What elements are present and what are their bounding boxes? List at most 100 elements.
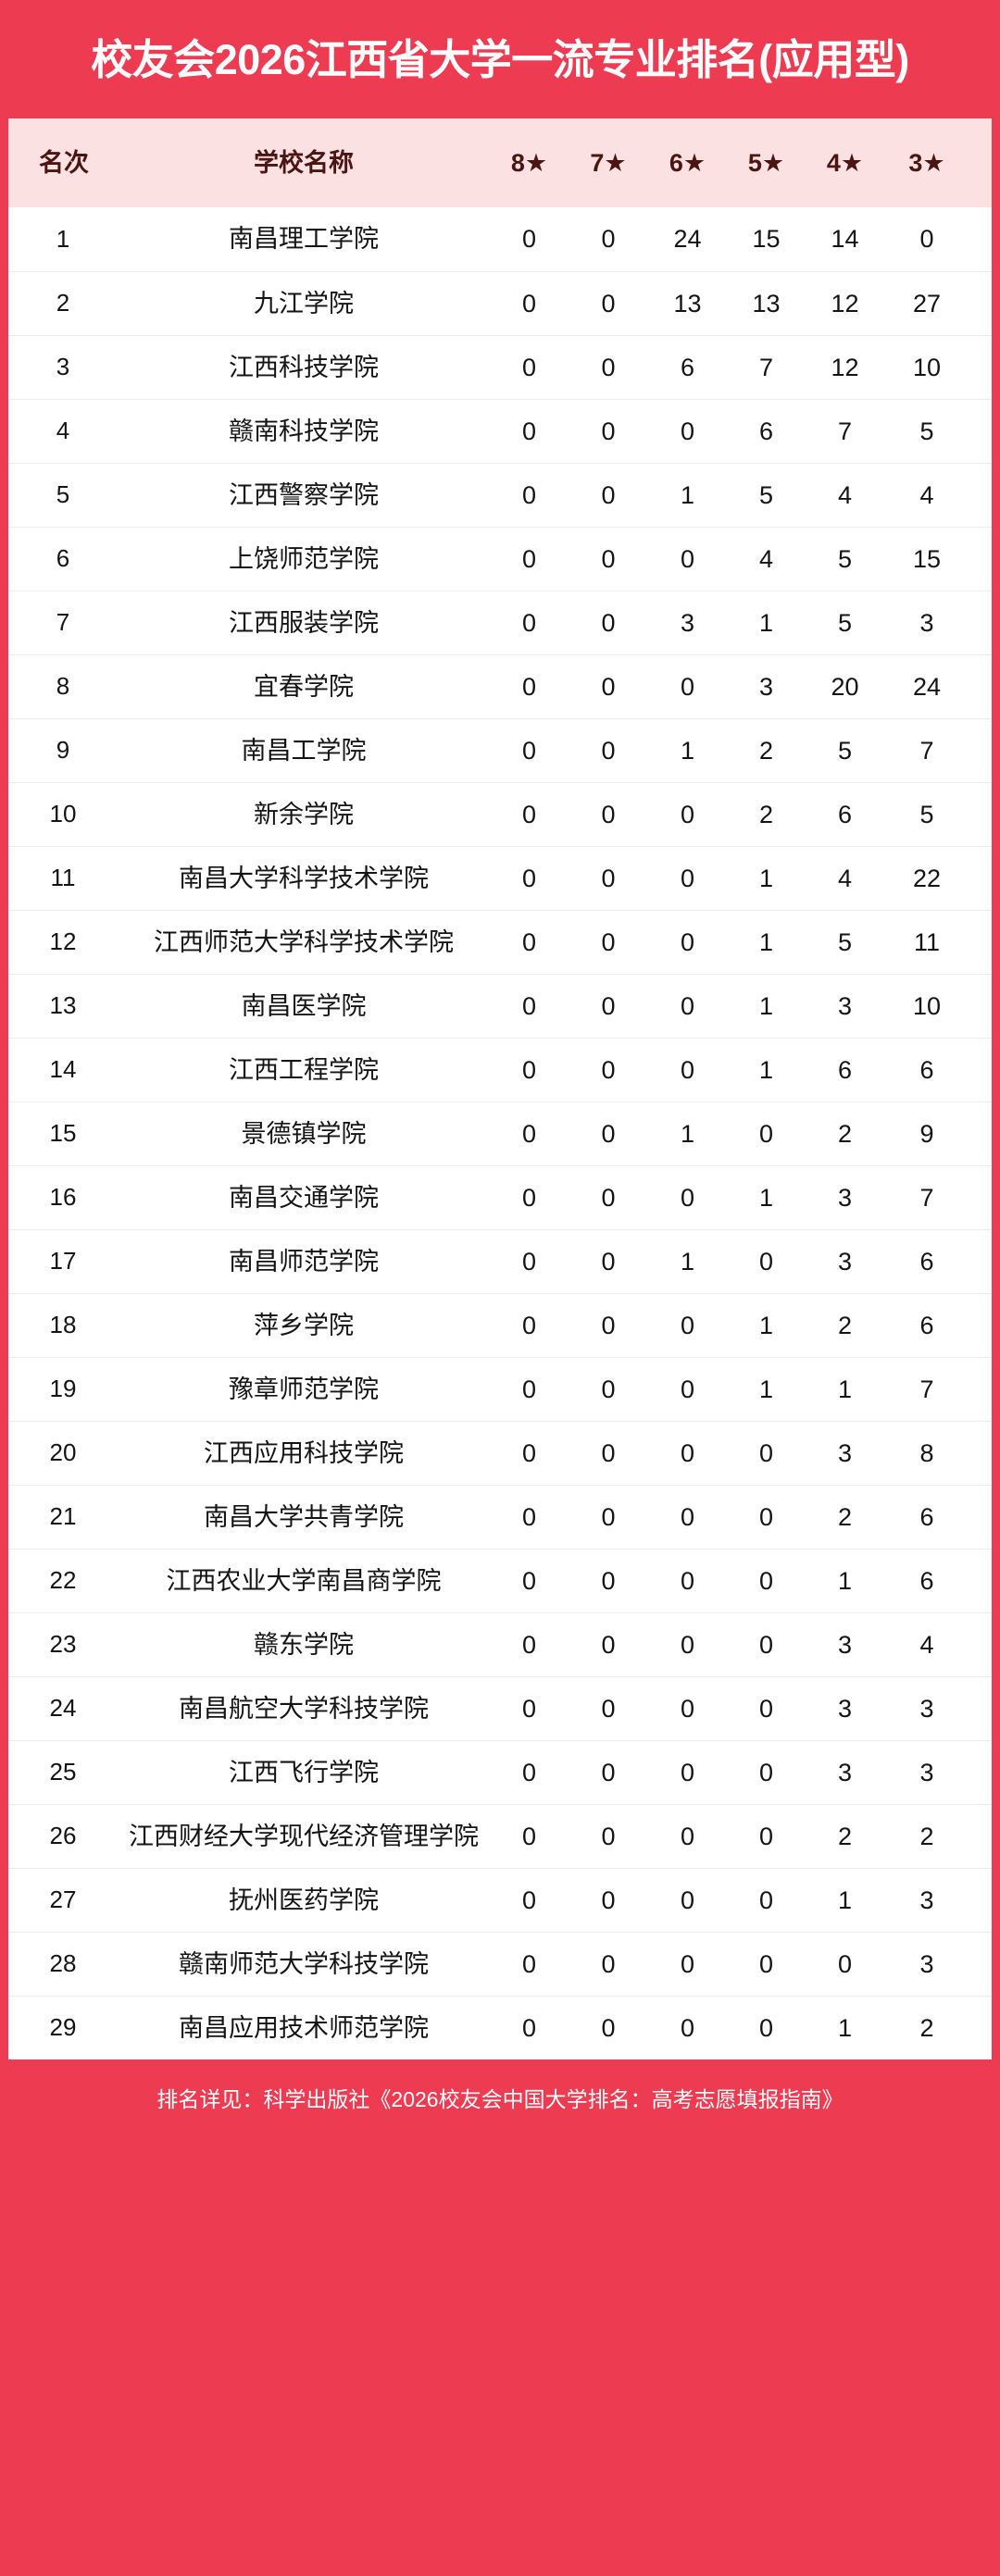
cell-s5: 1: [758, 927, 774, 956]
ranking-table: 名次 学校名称 8★ 7★ 6★ 5★ 4★ 3★ 1 南昌理工学院 0 0 24 15 1…: [8, 118, 992, 2060]
cell-s4: 12: [831, 289, 859, 317]
cell-s6: 0: [680, 1566, 695, 1595]
cell-rank: 27: [49, 1885, 77, 1914]
cell-s6: 1: [680, 480, 695, 509]
cell-name: 赣东学院: [254, 1630, 354, 1659]
cell-rank: 8: [56, 672, 70, 701]
cell-s4: 4: [837, 480, 853, 509]
cell-name: 九江学院: [254, 289, 354, 317]
column-header-6star: 6★: [669, 148, 706, 177]
cell-s6: 0: [680, 1822, 695, 1850]
cell-s7: 0: [601, 1885, 616, 1914]
cell-s3: 22: [912, 864, 942, 892]
cell-s8: 0: [521, 608, 537, 637]
cell-s3: 6: [919, 1055, 934, 1084]
table-row: 21 南昌大学共青学院 0 0 0 0 2 6: [8, 1485, 992, 1549]
cell-s7: 0: [601, 608, 616, 637]
cell-s8: 0: [521, 1822, 537, 1850]
cell-name: 江西农业大学南昌商学院: [166, 1566, 442, 1595]
cell-s7: 0: [601, 544, 616, 573]
cell-s3: 10: [912, 353, 942, 381]
cell-s3: 6: [919, 1311, 934, 1339]
cell-s3: 5: [919, 800, 934, 828]
cell-rank: 17: [49, 1247, 77, 1276]
cell-s8: 0: [521, 672, 537, 701]
table-row: 3 江西科技学院 0 0 6 7 12 10: [8, 335, 992, 399]
cell-s6: 0: [680, 1375, 695, 1403]
cell-s8: 0: [521, 1630, 537, 1659]
cell-name: 赣南师范大学科技学院: [179, 1949, 429, 1978]
table-row: 23 赣东学院 0 0 0 0 3 4: [8, 1612, 992, 1676]
cell-s4: 3: [837, 1758, 853, 1786]
cell-s3: 3: [919, 608, 934, 637]
table-row: 17 南昌师范学院 0 0 1 0 3 6: [8, 1229, 992, 1293]
cell-s6: 0: [680, 1630, 695, 1659]
cell-s3: 3: [919, 1694, 934, 1723]
cell-s4: 4: [837, 864, 853, 892]
cell-s6: 0: [680, 2013, 695, 2042]
table-row: 7 江西服装学院 0 0 3 1 5 3: [8, 591, 992, 654]
cell-s7: 0: [601, 1183, 616, 1212]
cell-name: 江西服装学院: [229, 608, 379, 637]
cell-s6: 0: [680, 1311, 695, 1339]
cell-s6: 0: [680, 800, 695, 828]
cell-s5: 15: [752, 225, 781, 254]
table-row: 9 南昌工学院 0 0 1 2 5 7: [8, 718, 992, 782]
cell-s6: 1: [680, 736, 695, 765]
cell-rank: 3: [56, 353, 70, 381]
cell-s5: 1: [758, 608, 774, 637]
cell-s5: 0: [758, 1247, 774, 1276]
cell-s6: 0: [680, 417, 695, 445]
table-body: 1 南昌理工学院 0 0 24 15 14 0 2 九江学院 0 0 13 13 12 27 3 江西科技学院 0 0…: [8, 207, 992, 2060]
cell-name: 南昌交通学院: [229, 1183, 379, 1212]
cell-s5: 0: [758, 2013, 774, 2042]
cell-s7: 0: [601, 800, 616, 828]
cell-s5: 6: [758, 417, 774, 445]
cell-s7: 0: [601, 927, 616, 956]
cell-name: 江西飞行学院: [229, 1758, 379, 1786]
cell-rank: 22: [49, 1566, 77, 1595]
cell-s4: 2: [837, 1119, 853, 1148]
cell-s7: 0: [601, 1758, 616, 1786]
table-row: 19 豫章师范学院 0 0 0 1 1 7: [8, 1357, 992, 1421]
cell-s8: 0: [521, 1247, 537, 1276]
cell-s5: 0: [758, 1694, 774, 1723]
cell-s3: 6: [919, 1502, 934, 1531]
cell-s8: 0: [521, 1949, 537, 1978]
cell-s5: 0: [758, 1949, 774, 1978]
cell-s5: 0: [758, 1502, 774, 1531]
cell-s6: 6: [680, 353, 695, 381]
cell-rank: 20: [49, 1438, 77, 1467]
cell-rank: 11: [50, 864, 76, 892]
table-row: 14 江西工程学院 0 0 0 1 6 6: [8, 1038, 992, 1101]
cell-s4: 1: [837, 1566, 853, 1595]
cell-s4: 6: [837, 1055, 853, 1084]
cell-s3: 8: [919, 1438, 934, 1467]
cell-s4: 0: [837, 1949, 853, 1978]
table-row: 8 宜春学院 0 0 0 3 20 24: [8, 654, 992, 718]
cell-s8: 0: [521, 1055, 537, 1084]
cell-s8: 0: [521, 927, 537, 956]
cell-s3: 3: [919, 1758, 934, 1786]
cell-s3: 0: [919, 225, 934, 254]
cell-s4: 20: [831, 672, 859, 701]
cell-s6: 0: [680, 1438, 695, 1467]
cell-s7: 0: [601, 1119, 616, 1148]
cell-s5: 0: [758, 1119, 774, 1148]
cell-name: 宜春学院: [254, 672, 354, 701]
cell-s5: 1: [758, 1183, 774, 1212]
cell-s5: 2: [758, 736, 774, 765]
table-row: 25 江西飞行学院 0 0 0 0 3 3: [8, 1740, 992, 1804]
table-row: 29 南昌应用技术师范学院 0 0 0 0 1 2: [8, 1996, 992, 2060]
table-row: 10 新余学院 0 0 0 2 6 5: [8, 782, 992, 846]
column-header-7star: 7★: [590, 148, 627, 177]
footer-note: 排名详见：科学出版社《2026校友会中国大学排名：高考志愿填报指南》: [156, 2086, 844, 2111]
cell-s8: 0: [521, 417, 537, 445]
cell-name: 江西科技学院: [229, 353, 379, 381]
column-header-8star: 8★: [510, 148, 548, 177]
cell-rank: 12: [49, 927, 77, 956]
cell-s7: 0: [601, 1438, 616, 1467]
cell-rank: 29: [49, 2013, 77, 2042]
cell-s7: 0: [601, 1502, 616, 1531]
cell-s7: 0: [601, 480, 616, 509]
